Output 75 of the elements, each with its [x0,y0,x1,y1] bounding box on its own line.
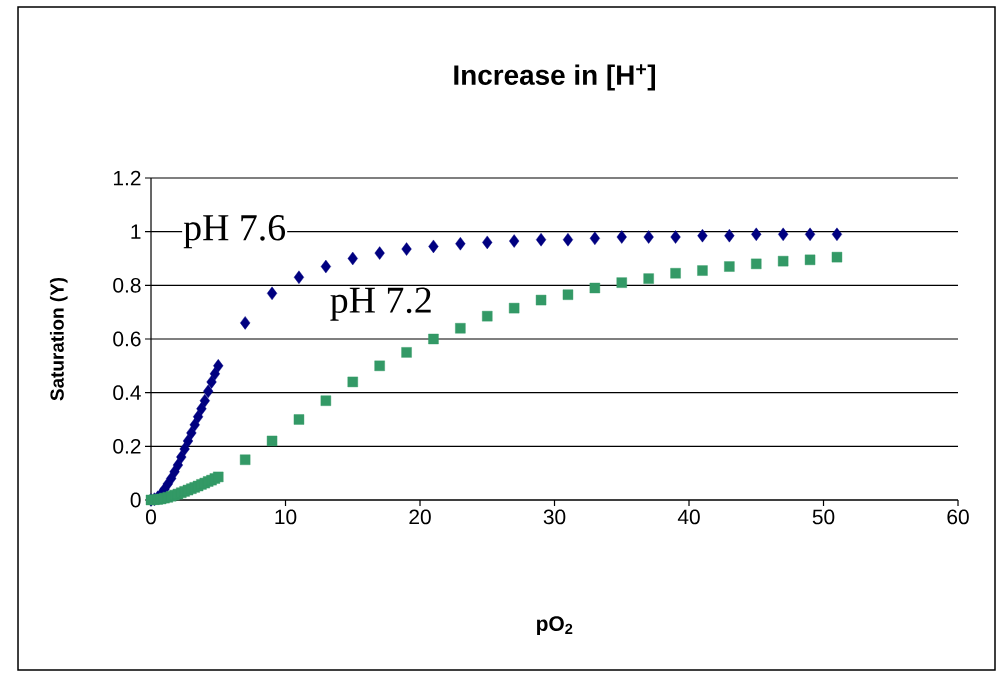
point [482,235,493,250]
y-axis-title: Saturation (Y) [49,277,68,401]
point [751,227,762,242]
point [186,426,197,440]
y-tick-label: 0.2 [113,438,141,454]
point [831,227,843,242]
point [196,402,207,416]
point [778,227,789,242]
series-label: pH 7.6 [183,215,286,249]
point [213,359,224,373]
point [616,230,627,244]
point [562,289,574,300]
point [179,442,190,456]
point [428,239,439,254]
x-tick-label: 0 [146,509,156,525]
point [266,435,278,447]
point [751,258,762,270]
y-tick-label: 0 [130,492,141,508]
point [616,277,627,288]
point [213,471,224,483]
y-tick-label: 0.4 [113,385,141,401]
x-tick-label: 50 [812,509,835,525]
point [428,333,439,345]
point [508,302,520,314]
point [401,242,412,256]
point [320,259,331,274]
point [589,282,601,294]
point [347,251,358,266]
point [199,394,210,408]
point [697,265,708,276]
point [455,323,466,334]
point [482,310,493,322]
x-tick-label: 30 [543,509,566,525]
point [831,251,843,263]
y-tick-label: 0.6 [113,331,141,347]
x-axis-title: pO$_{2}$ [537,616,573,636]
y-tick-label: 0.8 [113,277,141,293]
point [203,384,214,399]
point [724,261,735,272]
point [509,234,520,248]
point [724,228,735,243]
point [670,268,681,279]
point [589,231,600,246]
point [777,255,789,267]
point [697,228,708,243]
x-tick-label: 40 [677,509,700,525]
point [670,230,681,244]
point [347,376,358,388]
y-tick-label: 1.2 [114,170,141,186]
y-tick-label: 1 [131,224,141,239]
x-tick-label: 20 [409,509,431,525]
point [293,270,305,284]
point [804,254,816,266]
point [643,230,654,244]
point [172,458,183,472]
x-tick-label: 10 [275,509,297,525]
point [240,316,251,330]
chart-title: Increase in [H$^{+}$] [454,64,655,91]
x-tick-label: 60 [947,509,969,525]
point [193,410,204,424]
point [320,395,332,406]
point [535,233,547,247]
point [643,273,654,284]
point [535,294,547,306]
series-label: pH 7.2 [330,287,431,321]
point [562,233,574,247]
point [374,360,385,372]
point [293,414,305,425]
point [266,286,278,301]
point [176,450,187,464]
point [401,347,412,358]
point [239,454,251,465]
point [804,227,816,242]
point [455,237,466,251]
point [374,246,385,260]
